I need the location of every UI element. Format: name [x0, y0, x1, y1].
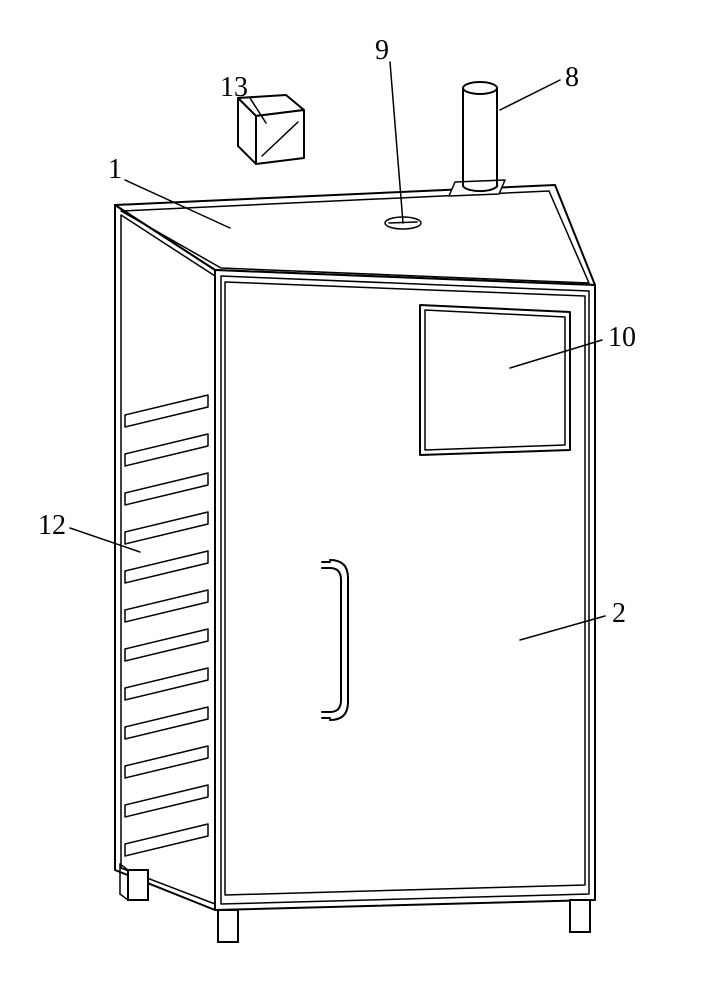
- callout-label-12: 12: [38, 510, 66, 542]
- callout-label-10: 10: [608, 322, 636, 354]
- callout-label-9: 9: [375, 35, 389, 67]
- callout-label-1: 1: [108, 154, 122, 186]
- callout-label-2: 2: [612, 598, 626, 630]
- callout-label-13: 13: [220, 72, 248, 104]
- callout-label-8: 8: [565, 62, 579, 94]
